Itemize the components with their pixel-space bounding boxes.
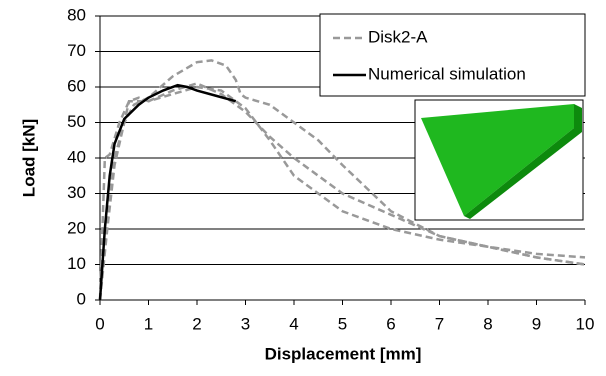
y-tick-label: 50 — [67, 112, 86, 131]
legend-label: Disk2-A — [368, 27, 428, 46]
y-tick-label: 80 — [67, 5, 86, 24]
data-line — [98, 85, 586, 301]
x-tick-label: 2 — [192, 314, 201, 333]
inset-top-face — [421, 104, 574, 216]
legend-box — [319, 13, 586, 97]
legend: Disk2-A Numerical simulation — [333, 27, 526, 83]
x-tick-label: 0 — [95, 314, 104, 333]
x-tick-label: 10 — [576, 314, 595, 333]
x-tick-label: 9 — [532, 314, 541, 333]
x-tick-label: 8 — [483, 314, 492, 333]
y-tick-label: 10 — [67, 254, 86, 273]
x-tick-label: 5 — [338, 314, 347, 333]
y-tick-label: 0 — [77, 289, 86, 308]
y-axis-title: Load [kN] — [19, 119, 38, 197]
inset-image — [414, 99, 584, 221]
inset-side-face — [464, 104, 582, 219]
x-axis-title: Displacement [mm] — [265, 344, 422, 363]
x-tick-label: 3 — [241, 314, 250, 333]
x-tick-label: 1 — [144, 314, 153, 333]
x-tick-label: 7 — [435, 314, 444, 333]
y-tick-label: 30 — [67, 183, 86, 202]
legend-label: Numerical simulation — [368, 64, 526, 83]
x-tick-label: 6 — [386, 314, 395, 333]
plot — [98, 59, 586, 301]
x-tick-label: 4 — [289, 314, 298, 333]
data-line — [98, 82, 586, 301]
y-tick-label: 20 — [67, 218, 86, 237]
y-tick-label: 40 — [67, 147, 86, 166]
data-line — [98, 83, 237, 301]
y-tick-label: 60 — [67, 76, 86, 95]
y-tick-label: 70 — [67, 41, 86, 60]
